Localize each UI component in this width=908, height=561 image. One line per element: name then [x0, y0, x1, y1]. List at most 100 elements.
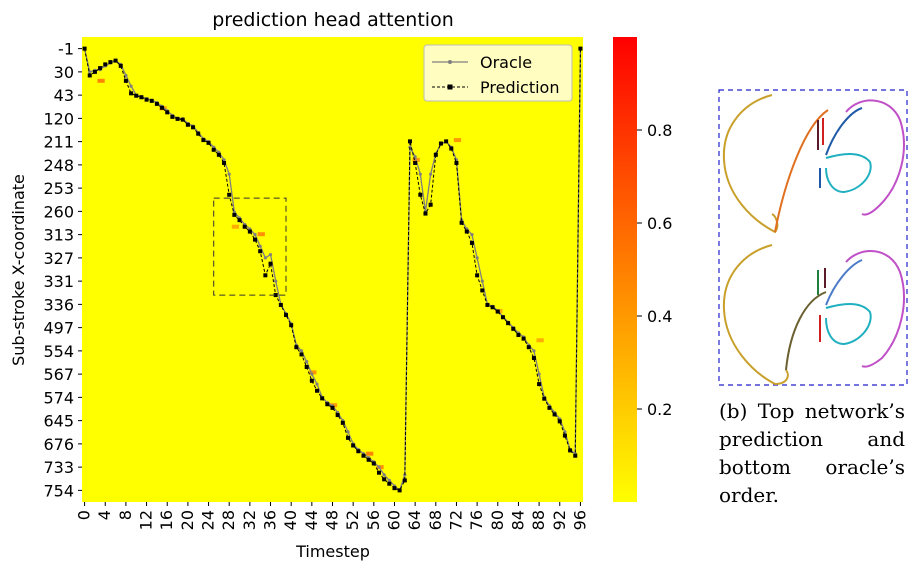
x-tick-label: 12: [137, 510, 156, 530]
series-point: [304, 364, 309, 369]
x-tick-label: 48: [323, 510, 342, 530]
series-point: [305, 360, 309, 364]
series-point: [129, 91, 134, 96]
y-tick-label: 574: [43, 388, 74, 407]
series-point: [552, 412, 557, 417]
series-point: [444, 139, 449, 144]
series-point: [423, 211, 428, 216]
series-point: [387, 478, 391, 483]
series-point: [485, 302, 490, 307]
series-point: [263, 273, 268, 278]
y-tick-label: 733: [43, 458, 74, 477]
series-point: [361, 453, 366, 458]
series-point: [170, 114, 175, 119]
series-point: [222, 160, 227, 165]
zoom-box-layer: [213, 197, 287, 296]
series-point: [469, 240, 474, 245]
x-tick-label: 56: [364, 510, 383, 530]
y-tick-label: 331: [43, 272, 74, 291]
series-point: [459, 220, 464, 225]
series-point: [516, 332, 521, 337]
series-point: [273, 293, 278, 298]
y-tick-label: 645: [43, 412, 74, 431]
series-point: [531, 356, 536, 361]
series-point: [206, 140, 211, 145]
series-point: [113, 58, 118, 63]
series-point: [454, 160, 459, 165]
middle-arc-stroke: [774, 109, 829, 233]
x-tick-label: 16: [157, 510, 176, 530]
series-point: [475, 256, 479, 260]
y-tick-labels: -1 30 43 120 211 248 253 260 313 327 331 336 497 554 5…: [43, 40, 82, 500]
series-layer: [82, 46, 583, 493]
series-point: [274, 279, 278, 283]
series-point: [123, 78, 128, 83]
legend: Oracle Prediction: [423, 44, 573, 102]
y-tick-label: 336: [43, 295, 74, 314]
series-point: [387, 481, 392, 486]
series-point: [480, 279, 484, 283]
legend-oracle-label: Oracle: [480, 53, 532, 72]
series-point: [470, 233, 474, 237]
series-point: [180, 117, 185, 122]
series-point: [346, 430, 350, 434]
series-point: [211, 147, 216, 152]
left-curve-stroke-oracle: [722, 244, 789, 386]
colorbar-tick-label: 0.4: [647, 307, 672, 326]
series-point: [149, 98, 154, 103]
y-tick-label: 313: [43, 226, 74, 245]
series-point: [98, 66, 103, 71]
series-point: [227, 192, 232, 197]
series-point: [315, 388, 320, 393]
series-point: [382, 473, 386, 477]
series-point: [87, 73, 92, 78]
series-point: [351, 443, 356, 448]
series-point: [222, 158, 226, 162]
series-prediction: [82, 46, 583, 493]
cyan-loop-stroke: [825, 153, 872, 194]
series-point: [521, 336, 526, 341]
x-tick-label: 52: [343, 510, 362, 530]
series-point: [418, 172, 422, 176]
legend-prediction-label: Prediction: [480, 78, 559, 97]
series-point: [532, 349, 536, 353]
series-point: [310, 372, 314, 376]
attention-cell: [366, 451, 374, 456]
series-point: [542, 396, 547, 401]
x-tick-label: 4: [95, 510, 114, 520]
series-point: [268, 261, 273, 266]
top-prediction-strokes: [722, 94, 905, 234]
series-point: [495, 309, 500, 314]
series-point: [557, 419, 562, 424]
series-point: [413, 160, 418, 165]
series-point: [299, 349, 304, 353]
x-tick-label: 20: [178, 510, 197, 530]
x-axis-label: Timestep: [295, 542, 370, 561]
series-point: [315, 382, 319, 386]
series-point: [562, 433, 567, 438]
y-tick-label: 253: [43, 179, 74, 198]
y-tick-label: 30: [54, 63, 74, 82]
series-point: [429, 172, 433, 176]
y-tick-label: 120: [43, 109, 74, 128]
series-point: [371, 461, 376, 466]
series-point: [407, 139, 412, 144]
series-point: [134, 93, 139, 98]
series-point: [537, 372, 541, 376]
series-point: [402, 478, 407, 483]
heatmap-background: [82, 37, 583, 502]
y-tick-label: 497: [43, 319, 74, 338]
series-point: [382, 477, 387, 482]
y-tick-label: 554: [43, 342, 74, 361]
y-tick-label: 211: [43, 133, 74, 152]
chart-title: prediction head attention: [212, 9, 454, 31]
bottom-oracle-strokes: [722, 244, 905, 386]
colorbar: [613, 37, 637, 502]
y-tick-label: 676: [43, 435, 74, 454]
y-tick-label: 248: [43, 156, 74, 175]
attention-cell: [257, 232, 265, 237]
series-point: [392, 486, 397, 491]
series-point: [191, 125, 196, 130]
series-point: [537, 382, 542, 387]
